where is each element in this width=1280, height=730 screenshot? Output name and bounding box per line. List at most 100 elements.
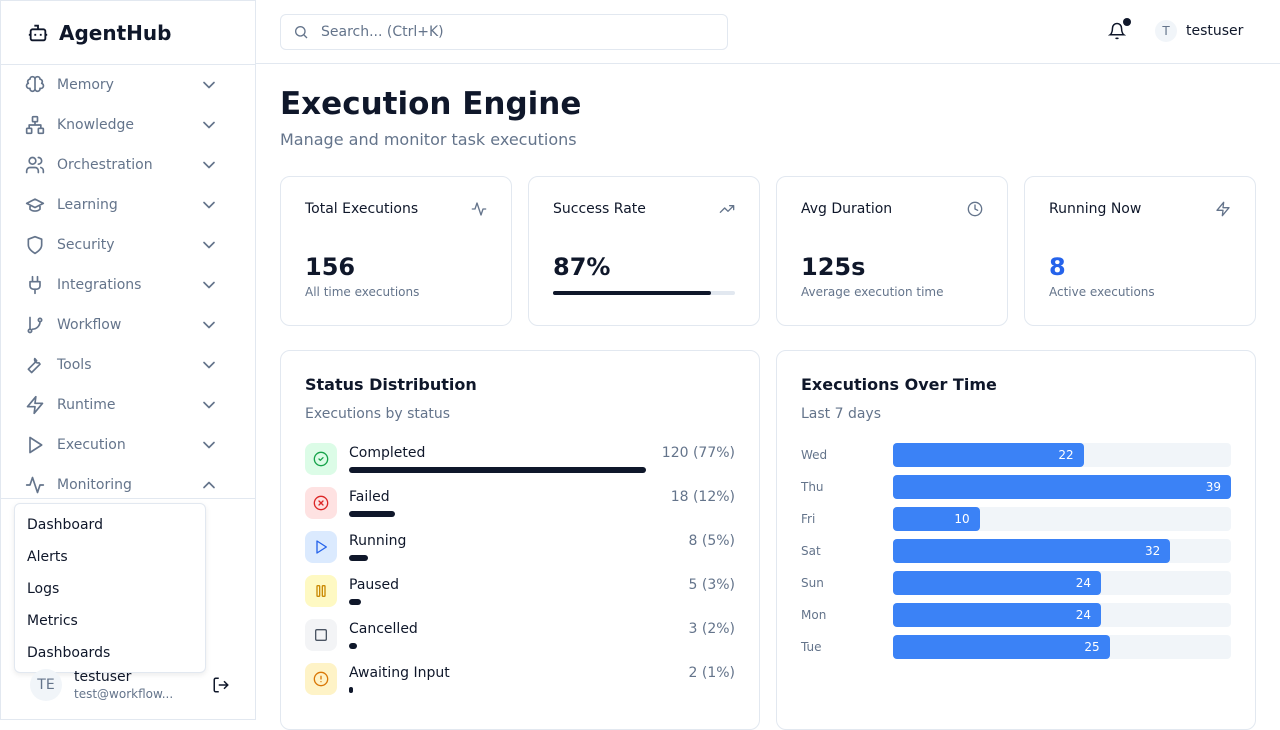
bar: 22: [893, 443, 1084, 467]
submenu-item-dashboard[interactable]: Dashboard: [27, 517, 103, 533]
sidebar-item-label: Tools: [57, 357, 92, 373]
alert-circle-icon: [313, 671, 329, 687]
users-icon: [25, 156, 45, 174]
chevron-up-icon: [203, 481, 215, 489]
check-circle-icon: [313, 451, 329, 467]
chart-row: Thu 39: [801, 475, 1231, 499]
sidebar-item-tools[interactable]: Tools: [1, 345, 255, 385]
sidebar-item-label: Integrations: [57, 277, 142, 293]
trending-up-icon: [719, 205, 735, 213]
bar-track: 24: [893, 571, 1231, 595]
chart-subtitle: Last 7 days: [801, 406, 882, 422]
search-input[interactable]: Search... (Ctrl+K): [280, 14, 728, 50]
x-circle-icon: [313, 495, 329, 511]
card-subtitle: Executions by status: [305, 406, 451, 422]
square-icon: [315, 629, 327, 641]
graduation-cap-icon: [25, 198, 45, 212]
activity-icon: [471, 202, 487, 216]
stat-value: 87%: [553, 253, 611, 281]
sidebar-item-integrations[interactable]: Integrations: [1, 265, 255, 305]
zap-icon: [26, 395, 44, 415]
bar-track: 32: [893, 539, 1231, 563]
activity-icon: [25, 476, 45, 494]
status-bar: [349, 599, 735, 605]
bar-track: 24: [893, 603, 1231, 627]
stat-value: 125s: [801, 253, 866, 281]
bar-track: 22: [893, 443, 1231, 467]
chart-row: Mon 24: [801, 603, 1231, 627]
stat-title: Running Now: [1049, 201, 1142, 217]
plug-icon: [29, 275, 41, 295]
submenu-item-alerts[interactable]: Alerts: [27, 549, 68, 565]
status-value: 5 (3%): [688, 577, 736, 593]
page-title: Execution Engine: [280, 86, 582, 122]
brand[interactable]: AgentHub: [1, 1, 255, 65]
status-bar: [349, 467, 735, 473]
sidebar-item-workflow[interactable]: Workflow: [1, 305, 255, 345]
wrench-icon: [27, 357, 41, 374]
chevron-down-icon: [203, 281, 215, 289]
bar: 24: [893, 571, 1101, 595]
chart-row: Wed 22: [801, 443, 1231, 467]
sidebar-item-orchestration[interactable]: Orchestration: [1, 145, 255, 185]
monitoring-submenu: Dashboard Alerts Logs Metrics Dashboards: [14, 503, 206, 673]
status-icon-bg: [305, 575, 337, 607]
submenu-item-dashboards[interactable]: Dashboards: [27, 645, 111, 661]
sidebar-item-memory[interactable]: Memory: [1, 65, 255, 105]
chart-row: Sat 32: [801, 539, 1231, 563]
sidebar-item-knowledge[interactable]: Knowledge: [1, 105, 255, 145]
chevron-down-icon: [203, 241, 215, 249]
status-row: Paused 5 (3%): [305, 575, 735, 619]
sidebar-item-runtime[interactable]: Runtime: [1, 385, 255, 425]
stat-card: Avg Duration 125s Average execution time: [776, 176, 1008, 326]
bar-label: Wed: [801, 448, 828, 462]
sidebar-item-learning[interactable]: Learning: [1, 185, 255, 225]
stat-value: 156: [305, 253, 356, 281]
bar-label: Mon: [801, 608, 827, 622]
stat-desc: Active executions: [1049, 285, 1155, 299]
bar-track: 25: [893, 635, 1231, 659]
bar-track: 39: [893, 475, 1231, 499]
submenu-item-metrics[interactable]: Metrics: [27, 613, 78, 629]
status-row: Running 8 (5%): [305, 531, 735, 575]
status-row: Failed 18 (12%): [305, 487, 735, 531]
bar-label: Sun: [801, 576, 824, 590]
search-icon: [295, 26, 308, 39]
status-icon-bg: [305, 619, 337, 651]
bar-label: Sat: [801, 544, 821, 558]
bell-icon[interactable]: [1108, 22, 1126, 40]
chevron-down-icon: [203, 441, 215, 449]
chevron-down-icon: [203, 201, 215, 209]
status-icon-bg: [305, 487, 337, 519]
success-rate-progress: [553, 291, 735, 295]
status-label: Paused: [349, 577, 400, 593]
chart-row: Fri 10: [801, 507, 1231, 531]
user-menu[interactable]: T testuser: [1155, 20, 1243, 42]
sidebar-item-label: Execution: [57, 437, 126, 453]
status-bar: [349, 511, 735, 517]
status-value: 8 (5%): [688, 533, 736, 549]
stat-title: Avg Duration: [801, 201, 893, 217]
user-email: test@workflow...: [74, 687, 174, 701]
sidebar-item-execution[interactable]: Execution: [1, 425, 255, 465]
status-bar: [349, 643, 735, 649]
status-label: Completed: [349, 445, 426, 461]
stat-value: 8: [1049, 253, 1066, 281]
status-label: Running: [349, 533, 407, 549]
bar-label: Thu: [801, 480, 824, 494]
sidebar-item-label: Security: [57, 237, 115, 253]
bar: 39: [893, 475, 1231, 499]
git-branch-icon: [27, 316, 43, 334]
bar: 32: [893, 539, 1171, 563]
status-value: 120 (77%): [661, 445, 735, 461]
sidebar-item-security[interactable]: Security: [1, 225, 255, 265]
submenu-item-logs[interactable]: Logs: [27, 581, 60, 597]
chevron-down-icon: [203, 321, 215, 329]
status-icon-bg: [305, 443, 337, 475]
bar-label: Fri: [801, 512, 816, 526]
stat-desc: All time executions: [305, 285, 420, 299]
sidebar-item-monitoring[interactable]: Monitoring: [1, 465, 255, 505]
logout-icon[interactable]: [212, 676, 230, 694]
status-row: Completed 120 (77%): [305, 443, 735, 487]
sidebar-item-label: Workflow: [57, 317, 122, 333]
